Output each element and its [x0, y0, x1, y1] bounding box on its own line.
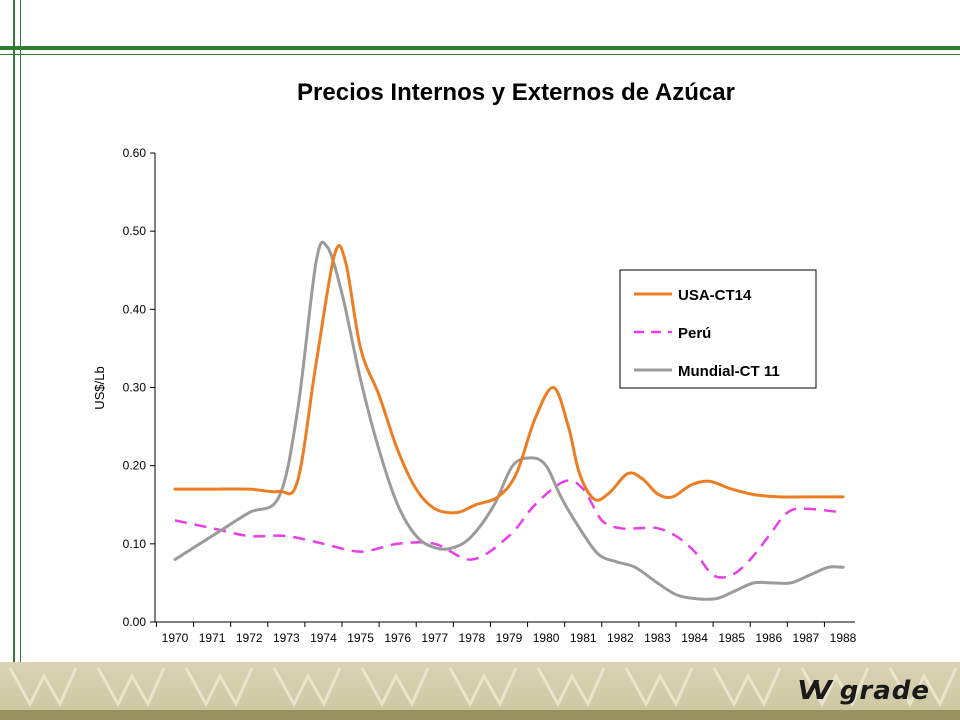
y-tick-label: 0.40 — [123, 302, 147, 316]
y-tick-label: 0.00 — [123, 615, 147, 629]
x-tick-label: 1987 — [793, 631, 820, 645]
logo-text: grade — [839, 676, 930, 706]
logo-mark-icon: VV — [797, 676, 831, 706]
legend-item-usa-ct14: USA-CT14 — [634, 287, 752, 304]
x-tick-label: 1976 — [384, 631, 411, 645]
footer-pattern-mark — [8, 667, 78, 708]
frame-vertical-line-2 — [20, 0, 21, 720]
y-tick-label: 0.30 — [123, 381, 147, 395]
frame-horizontal-line-1 — [0, 46, 960, 50]
y-tick-label: 0.20 — [123, 459, 147, 473]
x-tick-label: 1981 — [570, 631, 597, 645]
legend-item-peru: Perú — [634, 325, 711, 342]
legend-label: Mundial-CT 11 — [678, 363, 780, 380]
footer-pattern — [8, 667, 958, 708]
x-tick-label: 1984 — [681, 631, 708, 645]
y-tick-label: 0.10 — [123, 537, 147, 551]
x-tick-label: 1977 — [421, 631, 448, 645]
footer-pattern-mark — [272, 667, 342, 708]
chart-title: Precios Internos y Externos de Azúcar — [297, 79, 735, 106]
y-tick-label: 0.50 — [123, 224, 147, 238]
y-axis-title: US$/Lb — [92, 366, 107, 409]
x-tick-label: 1970 — [162, 631, 189, 645]
footer-pattern-mark — [96, 667, 166, 708]
footer-pattern-mark — [712, 667, 782, 708]
y-tick-label: 0.60 — [123, 146, 147, 160]
legend-item-mundial-ct11: Mundial-CT 11 — [634, 363, 780, 380]
footer-pattern-mark — [536, 667, 606, 708]
legend: USA-CT14 Perú Mundial-CT 11 — [619, 269, 817, 389]
x-tick-label: 1975 — [347, 631, 374, 645]
footer-bottom-strip — [0, 710, 960, 720]
x-tick-label: 1980 — [533, 631, 560, 645]
x-tick-label: 1985 — [718, 631, 745, 645]
footer-pattern-mark — [800, 667, 870, 708]
footer-band — [0, 662, 960, 710]
frame-horizontal-line-2 — [0, 54, 960, 55]
x-tick-label: 1986 — [755, 631, 782, 645]
frame-vertical-line-1 — [13, 0, 15, 720]
series-line-peru — [174, 479, 844, 579]
x-tick-label: 1983 — [644, 631, 671, 645]
footer-pattern-mark — [624, 667, 694, 708]
grade-logo: VV grade — [797, 676, 930, 706]
footer-pattern-mark — [448, 667, 518, 708]
x-tick-label: 1982 — [607, 631, 634, 645]
series-line-usa-ct14 — [173, 244, 845, 515]
x-tick-label: 1974 — [310, 631, 337, 645]
legend-label: Perú — [678, 325, 711, 342]
x-tick-label: 1979 — [496, 631, 523, 645]
legend-box — [619, 269, 817, 389]
x-tick-label: 1972 — [236, 631, 263, 645]
footer-pattern-mark — [360, 667, 430, 708]
footer-pattern-mark — [184, 667, 254, 708]
plot-area: 0.00 0.10 0.20 0.30 0.40 0.50 0.60 1970 1971 1972… — [123, 146, 857, 645]
x-tick-label: 1971 — [199, 631, 226, 645]
x-tick-label: 1978 — [459, 631, 486, 645]
x-tick-label: 1988 — [830, 631, 857, 645]
x-tick-label: 1973 — [273, 631, 300, 645]
legend-label: USA-CT14 — [678, 287, 752, 304]
footer-pattern-mark — [888, 667, 958, 708]
